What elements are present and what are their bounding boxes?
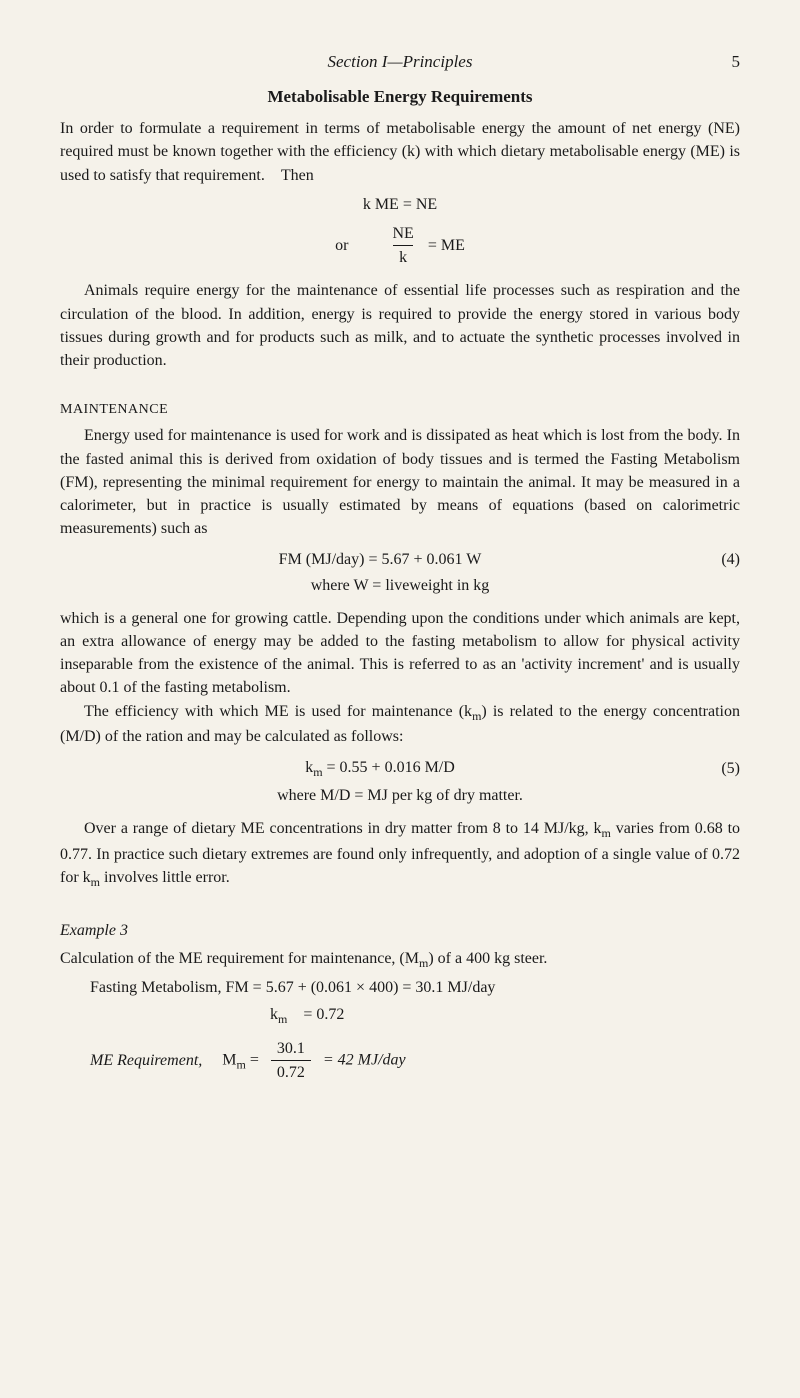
- maintenance-p4: Over a range of dietary ME concentration…: [60, 817, 740, 891]
- example-3-heading: Example 3: [60, 919, 740, 942]
- maintenance-p1: Energy used for maintenance is used for …: [60, 424, 740, 540]
- km-val: = 0.72: [287, 1006, 344, 1023]
- subscript-m: m: [419, 956, 428, 970]
- equation-kme: k ME = NE: [60, 193, 740, 216]
- maintenance-p2: which is a general one for growing cattl…: [60, 607, 740, 700]
- fraction-numerator: NE: [386, 222, 419, 245]
- p3-text-a: The efficiency with which ME is used for…: [84, 703, 472, 720]
- equation-or-label: or: [335, 234, 348, 257]
- animals-paragraph: Animals require energy for the maintenan…: [60, 279, 740, 372]
- subscript-m: m: [602, 826, 611, 840]
- eq5-k: k: [305, 759, 313, 776]
- fraction-30-072: 30.1 0.72: [271, 1037, 311, 1084]
- equation-4-body: FM (MJ/day) = 5.67 + 0.061 W: [60, 548, 700, 571]
- ex3-text-a: Calculation of the ME requirement for ma…: [60, 950, 419, 967]
- subscript-m: m: [91, 875, 100, 889]
- equation-4: FM (MJ/day) = 5.67 + 0.061 W (4): [60, 548, 740, 571]
- mm-result: = 42 MJ/day: [323, 1051, 406, 1068]
- equation-ne-over-k: or NE k = ME: [60, 222, 740, 269]
- equation-5-where: where M/D = MJ per kg of dry matter.: [60, 784, 740, 807]
- eq5-rest: = 0.55 + 0.016 M/D: [323, 759, 455, 776]
- fraction-denominator: k: [393, 245, 413, 269]
- p4-text-a: Over a range of dietary ME concentration…: [84, 820, 602, 837]
- equation-5-number: (5): [700, 757, 740, 780]
- equation-4-where: where W = liveweight in kg: [60, 574, 740, 597]
- ex3-text-b: ) of a 400 kg steer.: [428, 950, 547, 967]
- km-k: k: [270, 1006, 278, 1023]
- subscript-m: m: [313, 765, 322, 779]
- me-requirement-label: ME Requirement,: [90, 1049, 202, 1072]
- mm-eq: =: [246, 1051, 263, 1068]
- km-value: km = 0.72: [270, 1003, 740, 1029]
- subscript-m: m: [472, 709, 481, 723]
- section-title: Section I—Principles: [328, 52, 473, 71]
- equation-rhs: = ME: [428, 234, 465, 257]
- p4-text-c: involves little error.: [100, 869, 230, 886]
- equation-5: km = 0.55 + 0.016 M/D (5): [60, 756, 740, 782]
- fasting-metabolism-calc: Fasting Metabolism, FM = 5.67 + (0.061 ×…: [90, 976, 740, 999]
- subscript-m: m: [278, 1013, 287, 1027]
- maintenance-heading: MAINTENANCE: [60, 400, 740, 420]
- me-requirement-row: ME Requirement, Mm = 30.1 0.72 = 42 MJ/d…: [60, 1037, 740, 1084]
- fraction-numerator: 30.1: [271, 1037, 311, 1060]
- article-title: Metabolisable Energy Requirements: [60, 85, 740, 110]
- fraction-ne-k: NE k: [386, 222, 419, 269]
- equation-5-body: km = 0.55 + 0.016 M/D: [60, 756, 700, 782]
- mm-M: M: [222, 1051, 236, 1068]
- example-3-intro: Calculation of the ME requirement for ma…: [60, 947, 740, 973]
- equation-4-number: (4): [700, 548, 740, 571]
- page-number: 5: [732, 50, 741, 75]
- intro-paragraph: In order to formulate a requirement in t…: [60, 117, 740, 187]
- running-header: Section I—Principles 5: [60, 50, 740, 75]
- mm-equation: Mm = 30.1 0.72 = 42 MJ/day: [222, 1037, 405, 1084]
- subscript-m: m: [237, 1057, 246, 1071]
- maintenance-p3: The efficiency with which ME is used for…: [60, 700, 740, 749]
- fraction-denominator: 0.72: [271, 1060, 311, 1084]
